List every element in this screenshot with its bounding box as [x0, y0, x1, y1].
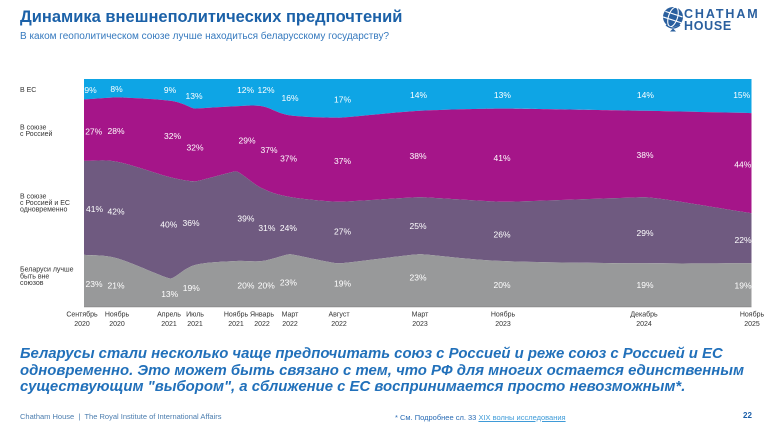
svg-text:20%: 20% — [258, 281, 275, 291]
svg-text:одновременно: одновременно — [20, 206, 68, 213]
svg-text:39%: 39% — [237, 213, 254, 223]
svg-text:36%: 36% — [182, 218, 199, 228]
svg-text:В ЕС: В ЕС — [20, 87, 36, 94]
svg-text:В союзе: В союзе — [20, 124, 46, 131]
svg-text:42%: 42% — [107, 207, 124, 217]
svg-text:Ноябрь: Ноябрь — [105, 311, 130, 319]
svg-text:2021: 2021 — [228, 321, 244, 328]
svg-text:37%: 37% — [334, 156, 351, 166]
svg-text:быть вне: быть вне — [20, 272, 49, 280]
svg-text:с Россией и ЕС: с Россией и ЕС — [20, 199, 70, 207]
svg-text:2022: 2022 — [331, 321, 347, 328]
svg-text:44%: 44% — [734, 160, 751, 170]
svg-text:14%: 14% — [410, 90, 427, 100]
svg-text:Беларуси лучше: Беларуси лучше — [20, 267, 74, 274]
svg-text:32%: 32% — [164, 131, 181, 141]
svg-text:13%: 13% — [185, 91, 202, 101]
svg-text:13%: 13% — [161, 289, 178, 299]
svg-text:Декабрь: Декабрь — [630, 311, 658, 319]
svg-text:23%: 23% — [409, 272, 426, 282]
svg-text:8%: 8% — [110, 84, 123, 94]
svg-text:В союзе: В союзе — [20, 193, 46, 200]
svg-text:Март: Март — [412, 312, 430, 319]
svg-text:Апрель: Апрель — [157, 312, 181, 319]
svg-text:22%: 22% — [734, 235, 751, 245]
svg-text:23%: 23% — [280, 278, 297, 288]
svg-text:15%: 15% — [733, 90, 750, 100]
svg-text:17%: 17% — [334, 95, 351, 105]
svg-text:29%: 29% — [238, 136, 255, 146]
svg-text:14%: 14% — [637, 90, 654, 100]
svg-text:Ноябрь: Ноябрь — [740, 311, 765, 319]
svg-text:2023: 2023 — [412, 321, 428, 328]
svg-text:24%: 24% — [280, 223, 297, 233]
svg-text:2022: 2022 — [254, 321, 270, 328]
svg-text:27%: 27% — [85, 127, 102, 137]
svg-text:38%: 38% — [409, 151, 426, 161]
svg-text:союзов: союзов — [20, 280, 44, 287]
svg-text:Ноябрь: Ноябрь — [491, 311, 516, 319]
svg-text:Июль: Июль — [186, 312, 204, 319]
svg-text:12%: 12% — [237, 85, 254, 95]
svg-text:19%: 19% — [334, 279, 351, 289]
svg-text:19%: 19% — [734, 281, 751, 291]
svg-text:Январь: Январь — [250, 312, 274, 319]
svg-text:19%: 19% — [636, 280, 653, 290]
svg-text:12%: 12% — [257, 85, 274, 95]
svg-text:25%: 25% — [409, 221, 426, 231]
svg-text:Сентябрь: Сентябрь — [66, 311, 98, 319]
svg-text:13%: 13% — [494, 90, 511, 100]
svg-text:32%: 32% — [186, 143, 203, 153]
svg-text:2025: 2025 — [744, 321, 760, 328]
svg-text:19%: 19% — [183, 283, 200, 293]
svg-text:37%: 37% — [260, 145, 277, 155]
svg-text:2020: 2020 — [74, 321, 90, 328]
svg-text:38%: 38% — [636, 150, 653, 160]
svg-text:28%: 28% — [107, 126, 124, 136]
svg-text:41%: 41% — [86, 204, 103, 214]
svg-text:21%: 21% — [107, 280, 124, 290]
svg-text:40%: 40% — [160, 220, 177, 230]
svg-text:31%: 31% — [258, 223, 275, 233]
svg-text:9%: 9% — [164, 85, 177, 95]
svg-text:2021: 2021 — [187, 321, 203, 328]
svg-text:20%: 20% — [493, 280, 510, 290]
svg-text:2024: 2024 — [636, 321, 652, 328]
svg-text:9%: 9% — [84, 85, 97, 95]
svg-text:41%: 41% — [493, 153, 510, 163]
svg-text:с Россией: с Россией — [20, 130, 53, 138]
svg-text:2020: 2020 — [109, 321, 125, 328]
svg-text:2022: 2022 — [282, 321, 298, 328]
svg-text:Март: Март — [282, 312, 300, 319]
svg-text:16%: 16% — [281, 93, 298, 103]
svg-text:37%: 37% — [280, 153, 297, 163]
svg-text:26%: 26% — [493, 229, 510, 239]
svg-text:27%: 27% — [334, 227, 351, 237]
svg-text:Ноябрь: Ноябрь — [224, 311, 249, 319]
svg-text:2023: 2023 — [495, 321, 511, 328]
svg-text:2021: 2021 — [161, 321, 177, 328]
svg-text:Август: Август — [328, 312, 350, 319]
svg-text:20%: 20% — [237, 281, 254, 291]
svg-text:29%: 29% — [636, 228, 653, 238]
svg-text:23%: 23% — [85, 279, 102, 289]
